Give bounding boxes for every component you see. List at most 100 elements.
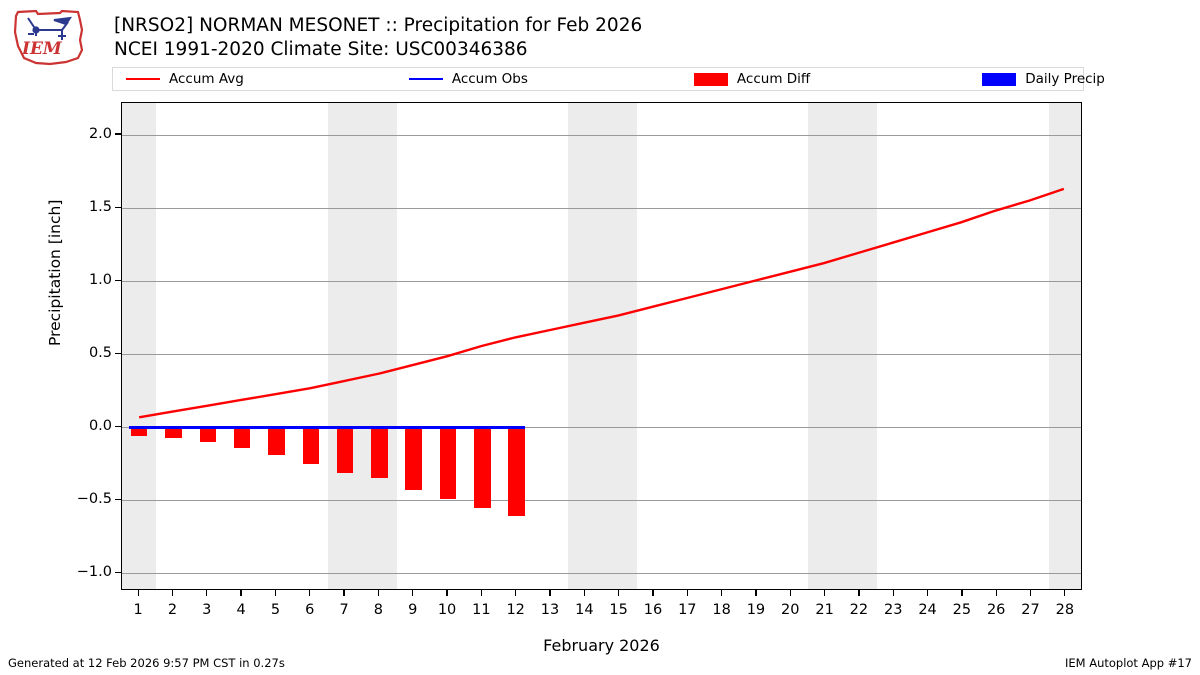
accum-diff-bar bbox=[474, 427, 491, 508]
y-axis-tick-mark bbox=[115, 352, 121, 354]
accum-diff-bar bbox=[371, 427, 388, 479]
x-axis-tick-mark bbox=[137, 590, 139, 596]
x-axis-tick-label: 22 bbox=[849, 602, 869, 618]
y-axis-tick-mark bbox=[115, 571, 121, 574]
accum-diff-bar bbox=[302, 427, 319, 464]
footer-app-text: IEM Autoplot App #17 bbox=[1064, 656, 1192, 670]
x-axis-tick-mark bbox=[343, 590, 345, 596]
accum-diff-bar bbox=[439, 427, 457, 499]
x-axis-tick-label: 25 bbox=[952, 602, 972, 618]
weekend-band bbox=[808, 103, 878, 589]
x-axis-tick-label: 10 bbox=[437, 602, 457, 618]
weekend-band bbox=[568, 103, 637, 589]
legend-label-daily-precip: Daily Precip bbox=[1025, 71, 1105, 87]
x-axis-tick-mark bbox=[206, 590, 208, 596]
x-axis-tick-mark bbox=[240, 590, 242, 596]
legend-item-daily-precip: Daily Precip bbox=[982, 68, 1105, 90]
footer-generated-text: Generated at 12 Feb 2026 9:57 PM CST in … bbox=[8, 656, 285, 670]
x-axis-tick-label: 23 bbox=[883, 602, 903, 618]
accum-diff-bar bbox=[336, 427, 354, 473]
x-axis-label: February 2026 bbox=[543, 636, 660, 655]
y-axis-tick-mark bbox=[115, 206, 121, 208]
x-axis-tick-label: 19 bbox=[746, 602, 766, 618]
weather-station-symbol bbox=[27, 16, 73, 40]
x-axis-tick-mark bbox=[583, 590, 585, 596]
legend-item-accum-diff: Accum Diff bbox=[693, 68, 811, 90]
x-axis-tick-mark bbox=[618, 590, 620, 596]
x-axis-tick-mark bbox=[755, 590, 757, 596]
x-axis-tick-label: 26 bbox=[986, 602, 1006, 618]
x-axis-tick-label: 27 bbox=[1021, 602, 1040, 618]
legend-label-accum-diff: Accum Diff bbox=[736, 71, 811, 87]
x-axis-tick-label: 14 bbox=[575, 602, 594, 618]
legend-patch-icon-accum-diff bbox=[693, 72, 728, 86]
plot-area bbox=[121, 102, 1082, 590]
legend-line-icon-accum-obs bbox=[408, 78, 443, 80]
x-axis-tick-label: 16 bbox=[643, 602, 663, 618]
y-axis-tick-label: −0.5 bbox=[76, 491, 112, 508]
y-axis-tick-label: 2.0 bbox=[88, 126, 112, 143]
x-axis-tick-label: 7 bbox=[339, 602, 349, 618]
x-axis-tick-label: 17 bbox=[678, 602, 697, 618]
x-axis-tick-label: 20 bbox=[781, 602, 800, 618]
x-axis: 1 2 3 4 5 6 7 8 9 10 11 12 13 14 15 16 17 18 19 20 21 22 23 24 2… bbox=[121, 590, 1082, 620]
accum-diff-bar bbox=[508, 427, 525, 517]
accum-diff-bar bbox=[268, 427, 285, 456]
y-axis-tick-mark bbox=[115, 425, 121, 427]
x-axis-tick-label: 3 bbox=[202, 602, 212, 618]
x-axis-tick-mark bbox=[412, 590, 414, 596]
x-axis-tick-label: 2 bbox=[167, 602, 178, 618]
x-axis-tick-mark bbox=[1029, 590, 1032, 596]
x-axis-tick-label: 13 bbox=[540, 602, 560, 618]
x-axis-tick-mark bbox=[926, 590, 929, 596]
x-axis-tick-mark bbox=[892, 590, 894, 596]
legend-label-accum-obs: Accum Obs bbox=[451, 71, 528, 87]
accum-diff-bar bbox=[130, 427, 148, 437]
x-axis-tick-label: 15 bbox=[609, 602, 628, 618]
accum-diff-bar bbox=[199, 427, 217, 442]
chart-title-line-1: [NRSO2] NORMAN MESONET :: Precipitation … bbox=[114, 15, 643, 36]
y-axis-tick-label: −1.0 bbox=[76, 564, 112, 581]
x-axis-tick-mark bbox=[171, 590, 174, 596]
gridline bbox=[122, 280, 1081, 282]
x-axis-tick-mark bbox=[789, 590, 791, 596]
legend-patch-icon-daily-precip bbox=[982, 72, 1017, 86]
weekend-band bbox=[1048, 103, 1081, 589]
y-axis-tick-label: 1.5 bbox=[88, 199, 112, 216]
x-axis-tick-label: 21 bbox=[815, 602, 834, 618]
x-axis-tick-label: 4 bbox=[236, 602, 246, 618]
x-axis-tick-label: 24 bbox=[918, 602, 937, 618]
x-axis-tick-label: 28 bbox=[1055, 602, 1075, 618]
y-axis-tick-label: 0.5 bbox=[88, 345, 112, 362]
weekend-band bbox=[122, 103, 157, 589]
legend-item-accum-avg: Accum Avg bbox=[126, 68, 244, 90]
y-axis-tick-label: 1.0 bbox=[88, 272, 112, 289]
gridline bbox=[122, 499, 1081, 501]
x-axis-tick-mark bbox=[515, 590, 517, 596]
x-axis-tick-label: 6 bbox=[305, 602, 315, 618]
x-axis-tick-mark bbox=[274, 590, 277, 596]
chart-legend: Accum Avg Accum Obs Accum Diff Daily Pre… bbox=[112, 67, 1105, 91]
x-axis-tick-mark bbox=[652, 590, 654, 596]
legend-line-icon-accum-avg bbox=[126, 78, 160, 80]
x-axis-tick-mark bbox=[823, 590, 826, 596]
x-axis-tick-label: 12 bbox=[506, 602, 525, 618]
x-axis-tick-label: 9 bbox=[408, 602, 418, 618]
x-axis-tick-mark bbox=[446, 590, 448, 596]
gridline bbox=[122, 353, 1081, 355]
iowa-outline bbox=[13, 9, 84, 66]
accum-avg-line bbox=[138, 187, 1065, 419]
y-axis-tick-mark bbox=[115, 279, 121, 281]
x-axis-tick-mark bbox=[686, 590, 688, 596]
x-axis-tick-mark bbox=[961, 590, 963, 596]
accum-obs-line bbox=[128, 425, 525, 429]
iem-logo: IEM bbox=[6, 6, 90, 68]
x-axis-tick-label: 1 bbox=[133, 602, 143, 618]
accum-diff-bar bbox=[233, 427, 251, 448]
x-axis-tick-mark bbox=[995, 590, 997, 596]
accum-diff-bar bbox=[165, 427, 182, 438]
x-axis-tick-mark bbox=[720, 590, 723, 596]
legend-label-accum-avg: Accum Avg bbox=[169, 71, 244, 87]
weekend-band bbox=[327, 103, 397, 589]
x-axis-tick-mark bbox=[549, 590, 551, 596]
